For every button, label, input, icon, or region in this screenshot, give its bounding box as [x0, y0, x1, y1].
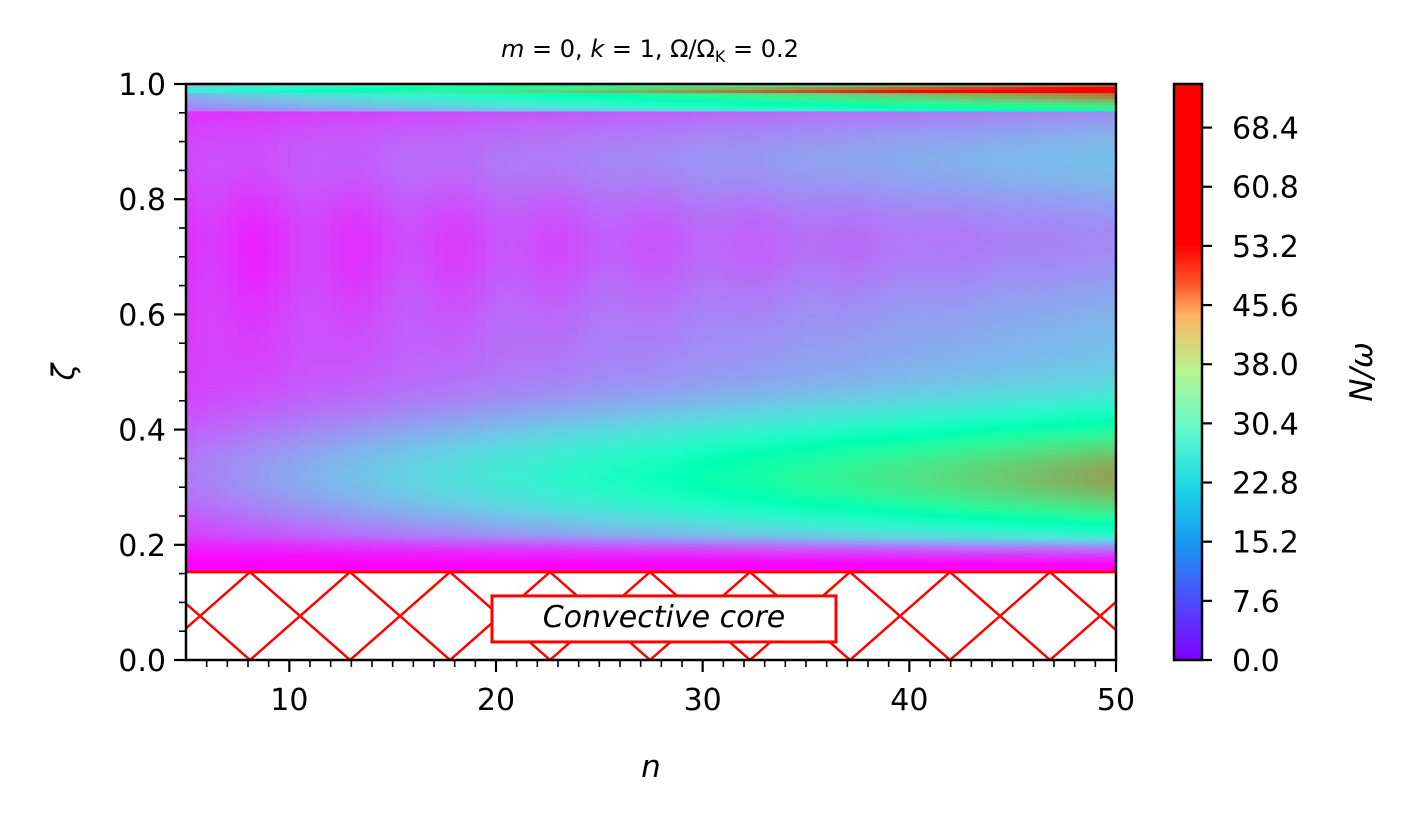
heatmap-field [186, 84, 1117, 572]
chart-title: m = 0, k = 1, Ω/ΩK = 0.2 [501, 35, 799, 66]
